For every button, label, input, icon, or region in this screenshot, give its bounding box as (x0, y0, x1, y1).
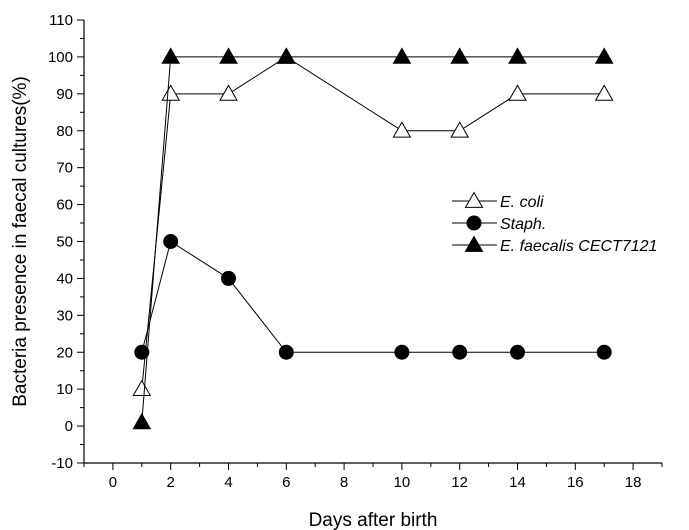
data-point (276, 47, 296, 64)
legend-item: E. faecalis CECT7121 (452, 235, 657, 255)
series-line (141, 56, 605, 390)
x-tick-label: 8 (340, 474, 348, 491)
data-point (452, 344, 468, 360)
legend: E. coli Staph. E. faecalis CECT7121 (452, 191, 657, 255)
x-tick-label: 12 (451, 474, 468, 491)
axes: 0 2 4 6 8 10 12 14 16 18 -10 0 10 20 30 40 50 60 70 80 90 100… (48, 12, 663, 491)
x-tick-label: 0 (109, 474, 117, 491)
legend-item: Staph. (452, 215, 546, 233)
data-point (450, 47, 470, 64)
data-point (508, 47, 527, 64)
data-point (594, 47, 614, 64)
series-line (141, 240, 605, 353)
y-tick-label: 20 (56, 344, 73, 361)
series-layer (132, 47, 614, 430)
legend-label: E. coli (500, 194, 544, 211)
data-point (510, 344, 525, 360)
data-point (132, 412, 152, 430)
data-point (392, 47, 412, 64)
x-tick-label: 10 (394, 474, 411, 491)
data-point (161, 84, 181, 101)
y-tick-label: 100 (48, 49, 73, 66)
y-tick-label: 60 (56, 197, 73, 214)
data-point (278, 344, 294, 360)
x-axis-label: Days after birth (309, 510, 438, 530)
legend-marker (464, 235, 484, 252)
series-2 (134, 234, 612, 360)
data-point (394, 344, 410, 360)
x-tick-label: 14 (509, 474, 526, 491)
y-tick-label: 110 (49, 12, 73, 29)
series-3 (132, 47, 614, 430)
data-point (594, 84, 614, 101)
y-tick-label: 50 (56, 234, 73, 251)
data-point (219, 47, 238, 64)
y-tick-label: -10 (51, 455, 73, 472)
y-tick-label: 0 (65, 418, 73, 435)
y-tick-label: 70 (56, 160, 73, 177)
data-point (132, 379, 152, 397)
data-point (392, 121, 412, 138)
legend-label: Staph. (500, 216, 546, 233)
x-tick-label: 6 (282, 474, 290, 491)
y-tick-label: 80 (56, 123, 73, 140)
series-1 (132, 47, 614, 397)
data-point (134, 344, 150, 360)
series-line (141, 56, 605, 423)
y-tick-label: 30 (56, 307, 73, 324)
data-point (163, 234, 179, 249)
data-point (596, 344, 612, 360)
data-point (219, 84, 238, 101)
legend-marker (466, 215, 482, 231)
legend-marker (464, 191, 484, 208)
x-tick-label: 18 (625, 474, 642, 491)
data-point (161, 47, 181, 64)
x-tick-label: 4 (224, 474, 232, 491)
y-tick-label: 10 (56, 381, 73, 398)
data-point (508, 84, 527, 101)
x-tick-label: 2 (167, 474, 175, 491)
data-point (221, 270, 236, 286)
y-axis-label: Bacteria presence in faecal cultures(%) (10, 76, 31, 407)
y-tick-label: 40 (56, 270, 73, 287)
data-point (450, 121, 470, 138)
y-tick-label: 90 (56, 86, 73, 103)
legend-label: E. faecalis CECT7121 (500, 238, 657, 255)
legend-item: E. coli (452, 191, 544, 211)
x-tick-label: 16 (567, 474, 584, 491)
